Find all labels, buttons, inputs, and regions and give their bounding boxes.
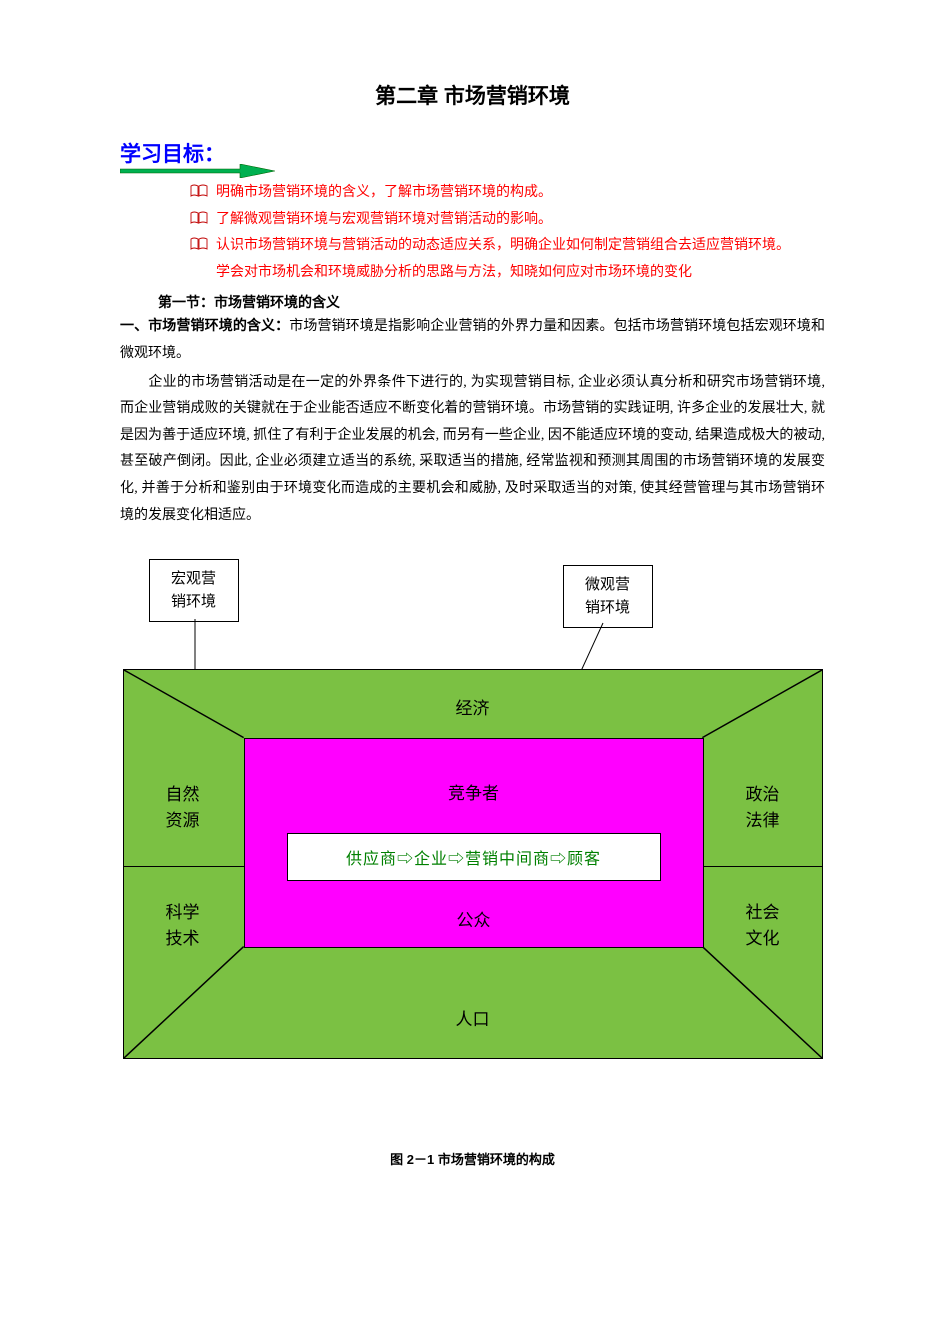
- chapter-title: 第二章 市场营销环境: [120, 80, 825, 110]
- macro-box: 经济 人口 自然 资源 科学 技术 政治 法律 社会 文化 竞争者: [123, 669, 823, 1059]
- macro-tech: 科学 技术: [148, 900, 218, 951]
- study-goals-label: 学习目标：: [120, 143, 225, 166]
- diagram: 宏观营 销环境 微观营 销环境 经济 人口: [123, 559, 823, 1059]
- macro-culture-l1: 社会: [728, 900, 798, 926]
- paragraph-1: 一、市场营销环境的含义：市场营销环境是指影响企业营销的外界力量和因素。包括市场营…: [120, 314, 825, 367]
- para2-text: 企业的市场营销活动是在一定的外界条件下进行的, 为实现营销目标, 企业必须认真分…: [120, 375, 825, 523]
- goals-list: 明确市场营销环境的含义，了解市场营销环境的构成。 了解微观营销环境与宏观营销环境…: [190, 180, 825, 286]
- goal-item: 了解微观营销环境与宏观营销环境对营销活动的影响。: [190, 207, 825, 234]
- micro-competitors: 竞争者: [245, 779, 703, 804]
- macro-nature-l2: 资源: [148, 808, 218, 834]
- macro-law: 政治 法律: [728, 782, 798, 833]
- macro-tech-l2: 技术: [148, 926, 218, 952]
- supply-chain-box: 供应商⇨企业⇨营销中间商⇨顾客: [287, 833, 661, 881]
- callout-row: 宏观营 销环境 微观营 销环境: [123, 559, 823, 669]
- book-icon: [190, 184, 208, 198]
- goal-text: 了解微观营销环境与宏观营销环境对营销活动的影响。: [216, 207, 825, 234]
- macro-population: 人口: [124, 1007, 822, 1033]
- macro-tech-l1: 科学: [148, 900, 218, 926]
- micro-box: 竞争者 供应商⇨企业⇨营销中间商⇨顾客 公众: [244, 738, 704, 948]
- macro-nature: 自然 资源: [148, 782, 218, 833]
- book-icon: [190, 237, 208, 251]
- side-divider-right: [702, 866, 822, 867]
- paragraph-2: 企业的市场营销活动是在一定的外界条件下进行的, 为实现营销目标, 企业必须认真分…: [120, 370, 825, 530]
- study-goals-block: 学习目标：: [120, 138, 825, 168]
- goal-item: 认识市场营销环境与营销活动的动态适应关系，明确企业如何制定营销组合去适应营销环境…: [190, 233, 825, 260]
- figure-caption: 图 2－1 市场营销环境的构成: [120, 1149, 825, 1168]
- micro-public: 公众: [245, 906, 703, 931]
- macro-nature-l1: 自然: [148, 782, 218, 808]
- macro-economy: 经济: [124, 696, 822, 722]
- section-heading: 第一节：市场营销环境的含义: [158, 292, 825, 312]
- goal-text: 认识市场营销环境与营销活动的动态适应关系，明确企业如何制定营销组合去适应营销环境…: [216, 233, 825, 260]
- goal-item: 明确市场营销环境的含义，了解市场营销环境的构成。: [190, 180, 825, 207]
- macro-culture: 社会 文化: [728, 900, 798, 951]
- para1-lead: 一、市场营销环境的含义：: [120, 319, 289, 334]
- goal-text: 明确市场营销环境的含义，了解市场营销环境的构成。: [216, 180, 825, 207]
- arrow-icon: [120, 164, 275, 178]
- goal-item: 学会对市场机会和环境威胁分析的思路与方法，知晓如何应对市场环境的变化: [216, 260, 825, 287]
- book-icon: [190, 211, 208, 225]
- side-divider-left: [124, 866, 244, 867]
- macro-culture-l2: 文化: [728, 926, 798, 952]
- macro-law-l1: 政治: [728, 782, 798, 808]
- macro-law-l2: 法律: [728, 808, 798, 834]
